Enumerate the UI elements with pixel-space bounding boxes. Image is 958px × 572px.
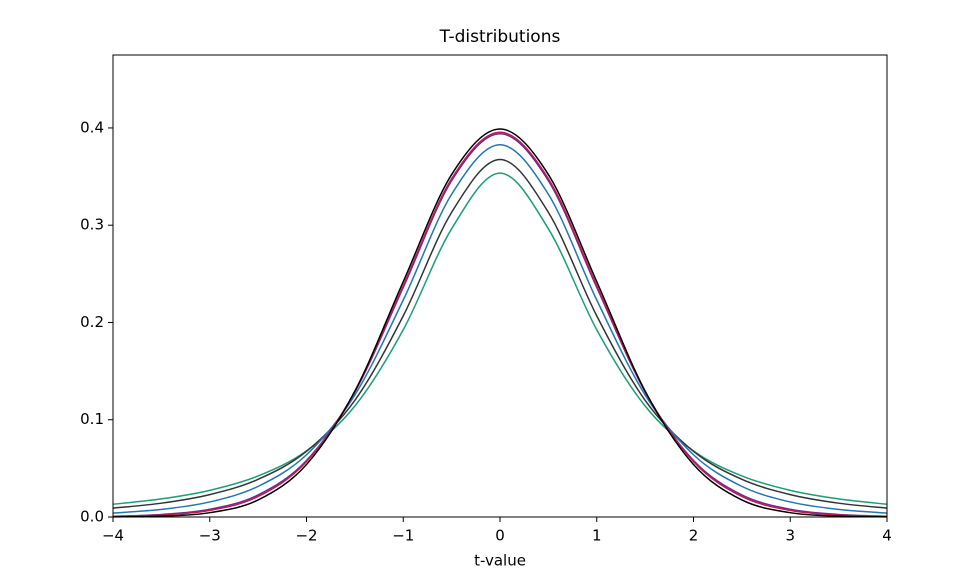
- line-series: [112, 133, 888, 517]
- chart-title: T-distributions: [439, 27, 561, 47]
- x-tick-label: −1: [392, 527, 414, 545]
- y-tick-label: 0.1: [80, 410, 104, 428]
- y-tick-label: 0.0: [80, 508, 104, 526]
- y-tick-label: 0.2: [80, 313, 104, 331]
- y-tick-label: 0.3: [80, 216, 104, 234]
- line-series: [112, 131, 888, 518]
- x-tick-label: 4: [882, 527, 892, 545]
- x-tick-label: 2: [689, 527, 699, 545]
- line-series: [112, 158, 888, 509]
- plot-frame: [112, 54, 888, 518]
- y-tick-label: 0.4: [80, 118, 104, 136]
- x-tick-label: −2: [295, 527, 317, 545]
- x-axis-label: t-value: [474, 552, 526, 570]
- x-tick-label: 0: [495, 527, 505, 545]
- line-series: [112, 172, 888, 506]
- x-tick-label: −3: [199, 527, 221, 545]
- line-series: [112, 128, 888, 518]
- x-tick-label: 1: [592, 527, 602, 545]
- x-tick-label: 3: [785, 527, 795, 545]
- line-series: [112, 144, 888, 514]
- x-tick-label: −4: [102, 527, 124, 545]
